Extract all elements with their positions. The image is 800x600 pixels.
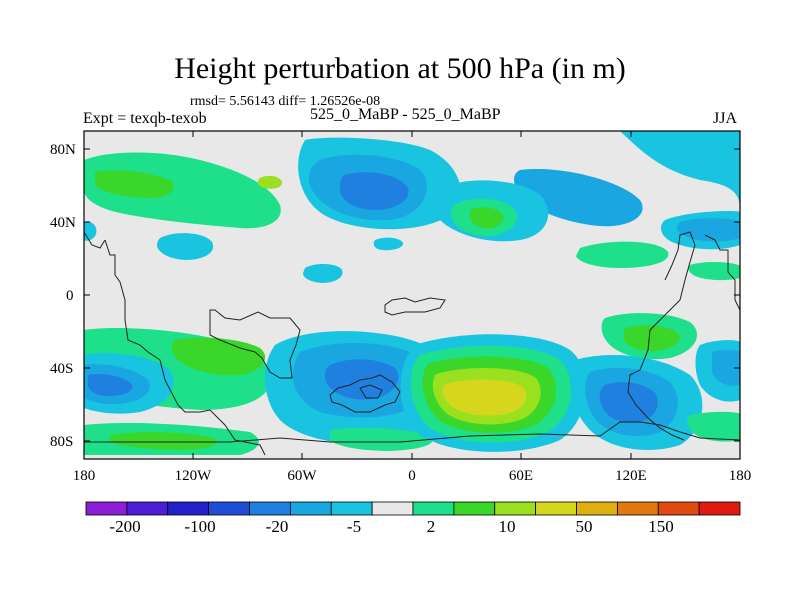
contour-north-band bbox=[300, 131, 740, 210]
contour-west-edge bbox=[84, 221, 97, 241]
lat-label-40n: 40N bbox=[50, 215, 76, 231]
contour-south-low-core bbox=[110, 432, 217, 450]
colorbar-swatch bbox=[167, 501, 210, 516]
contour-cell-a bbox=[157, 233, 214, 260]
contour-far-east-blue-2 bbox=[712, 349, 740, 386]
colorbar-swatch bbox=[453, 501, 496, 516]
lon-label-60w: 60W bbox=[287, 468, 317, 484]
colorbar-label: 150 bbox=[648, 517, 674, 536]
contour-east-green bbox=[688, 262, 740, 281]
colorbar-swatch bbox=[698, 501, 741, 516]
lat-label-80n: 80N bbox=[50, 142, 76, 158]
lon-label-0: 0 bbox=[408, 468, 416, 484]
coastline-west bbox=[83, 231, 106, 249]
colorbar-swatch bbox=[85, 501, 128, 516]
contour-east-blue-core bbox=[677, 218, 740, 242]
coastline-europe bbox=[384, 297, 446, 316]
lon-label-60e: 60E bbox=[509, 468, 533, 484]
coastlines bbox=[83, 231, 741, 456]
case-label: 525_0_MaBP - 525_0_MaBP bbox=[310, 106, 501, 123]
colorbar-swatch bbox=[494, 501, 537, 516]
coastline-east bbox=[627, 231, 696, 441]
colorbar-swatch bbox=[289, 501, 332, 516]
lat-label-40s: 40S bbox=[50, 361, 73, 377]
colorbar-label: -100 bbox=[184, 517, 215, 536]
colorbar-swatch bbox=[657, 501, 700, 516]
coastline-africa bbox=[209, 309, 301, 379]
colorbar-swatch bbox=[208, 501, 250, 516]
colorbar-labels: -200 -100 -20 -5 2 10 50 150 bbox=[109, 517, 673, 536]
season-label: JJA bbox=[713, 110, 738, 127]
contour-se-green-core bbox=[623, 325, 680, 352]
contour-pos-yellow bbox=[442, 379, 527, 416]
experiment-label: Expt = texqb-texob bbox=[83, 110, 207, 127]
colorbar-label: 10 bbox=[499, 517, 516, 536]
lon-label-180e: 180 bbox=[729, 468, 752, 484]
colorbar-swatch bbox=[249, 501, 291, 516]
lon-label-180w: 180 bbox=[73, 468, 96, 484]
colorbar-label: 2 bbox=[427, 517, 436, 536]
colorbar-swatch bbox=[330, 501, 373, 516]
colorbar-swatch bbox=[535, 501, 577, 516]
contour-north-blue-3 bbox=[340, 172, 409, 210]
colorbar-label: -20 bbox=[266, 517, 289, 536]
contour-cell-d bbox=[373, 237, 404, 251]
colorbar-swatch bbox=[412, 501, 455, 516]
lat-label-0: 0 bbox=[66, 288, 74, 304]
coastline-antarctica bbox=[84, 421, 741, 443]
colorbar-label: 50 bbox=[576, 517, 593, 536]
coastline-americas bbox=[104, 239, 266, 456]
coastline-south-cont-2 bbox=[359, 384, 383, 399]
contour-nw-green-core bbox=[95, 170, 174, 198]
colorbar-swatch bbox=[576, 501, 618, 516]
colorbar-label: -5 bbox=[347, 517, 361, 536]
colorbar bbox=[85, 501, 741, 516]
contour-nw-yellowgreen bbox=[257, 175, 283, 189]
contour-mid-green bbox=[171, 337, 266, 376]
contour-cell-b bbox=[303, 264, 343, 283]
contour-green-cell-n-core bbox=[470, 207, 504, 228]
colorbar-swatch bbox=[126, 501, 169, 516]
axis-ticks bbox=[84, 131, 740, 459]
contour-cell-c bbox=[576, 241, 669, 268]
contour-sw-deep bbox=[88, 374, 133, 397]
colorbar-label: -200 bbox=[109, 517, 140, 536]
contour-field bbox=[84, 131, 740, 459]
colorbar-swatch bbox=[616, 501, 659, 516]
contour-south-green-edge bbox=[330, 428, 433, 451]
plot-title: Height perturbation at 500 hPa (in m) bbox=[174, 52, 626, 85]
coastline-east-2 bbox=[704, 234, 741, 311]
colorbar-swatch bbox=[371, 501, 414, 516]
contour-far-east-green bbox=[687, 411, 740, 442]
lat-label-80s: 80S bbox=[50, 434, 73, 450]
coastline-south-cont bbox=[329, 374, 401, 413]
lon-label-120e: 120E bbox=[615, 468, 647, 484]
stats-line: rmsd= 5.56143 diff= 1.26526e-08 bbox=[190, 94, 381, 109]
lon-label-120w: 120W bbox=[175, 468, 213, 484]
